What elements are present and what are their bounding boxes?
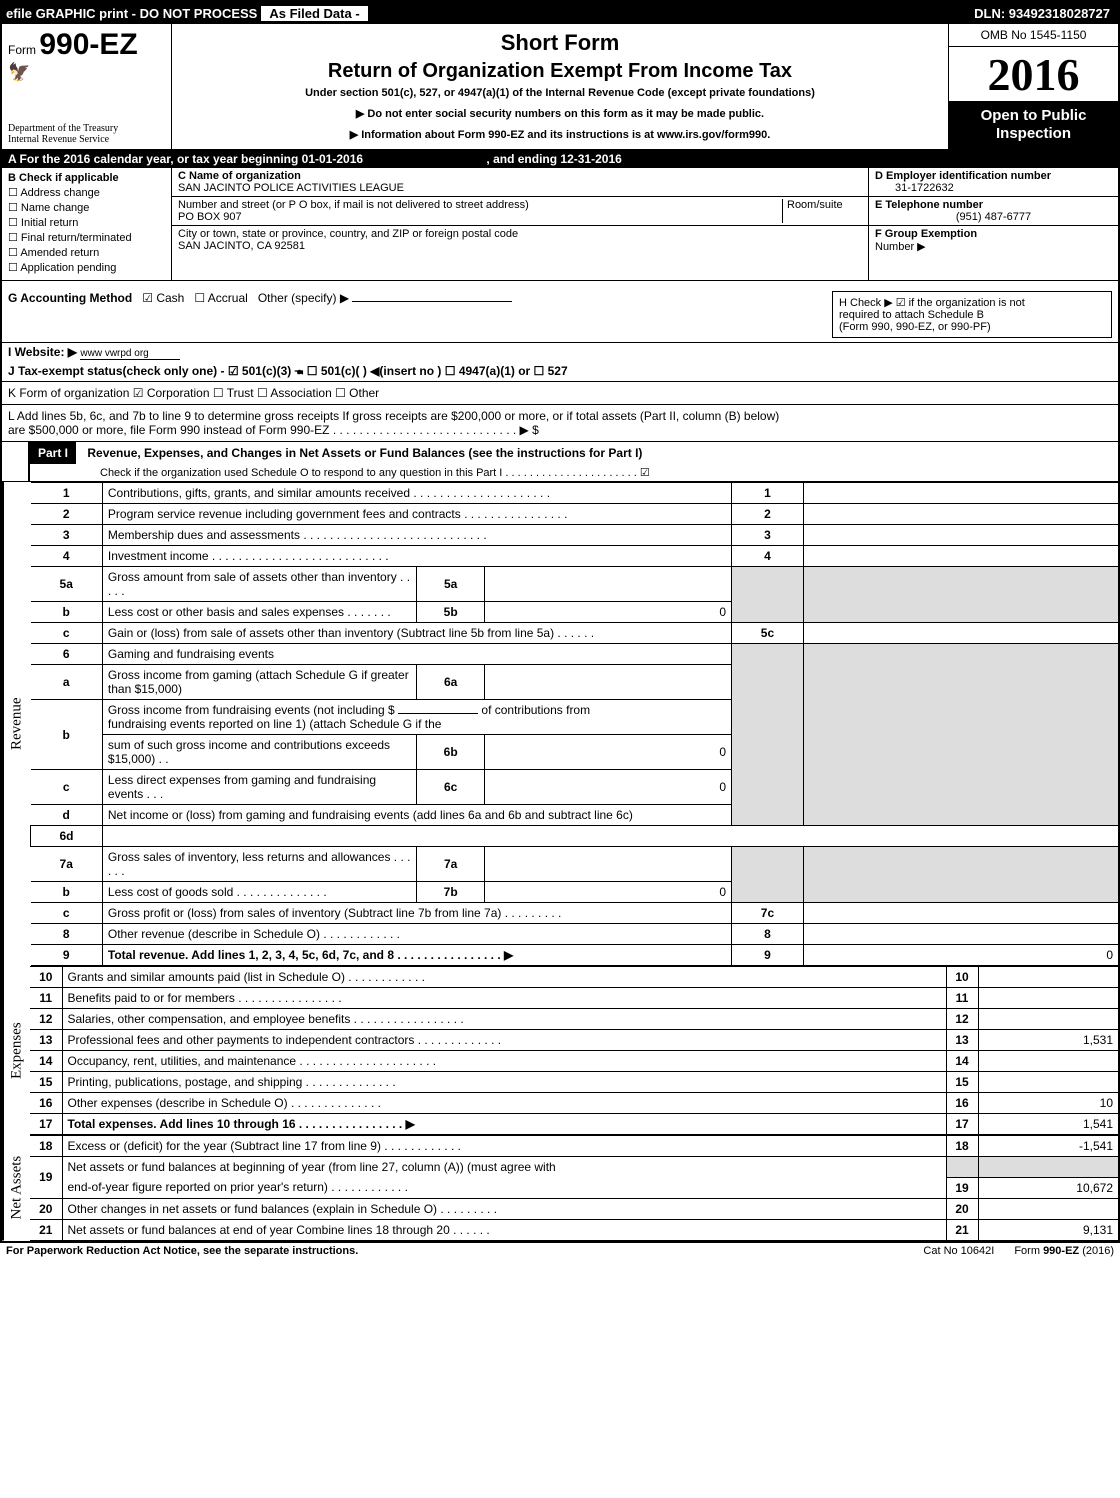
cb-name-change[interactable]: ☐ Name change bbox=[8, 201, 165, 214]
expenses-side-label: Expenses bbox=[2, 966, 30, 1135]
under-section: Under section 501(c), 527, or 4947(a)(1)… bbox=[180, 87, 940, 99]
section-h: H Check ▶ ☑ if the organization is not r… bbox=[832, 291, 1112, 338]
section-c: C Name of organization SAN JACINTO POLIC… bbox=[172, 168, 868, 280]
city-state-zip: SAN JACINTO, CA 92581 bbox=[178, 240, 305, 252]
g-h-row: G Accounting Method ☑ Cash ☐ Accrual Oth… bbox=[2, 281, 1118, 342]
line-10: 10Grants and similar amounts paid (list … bbox=[30, 967, 1118, 988]
form-number: 990-EZ bbox=[39, 28, 137, 61]
line-5c: cGain or (loss) from sale of assets othe… bbox=[31, 623, 1119, 644]
dln-label: DLN: 93492318028727 bbox=[966, 6, 1118, 21]
section-i: I Website: ▶ www vwrpd org bbox=[2, 342, 1118, 362]
right-column: OMB No 1545-1150 2016 Open to Public Ins… bbox=[948, 24, 1118, 149]
omb-number: OMB No 1545-1150 bbox=[949, 24, 1118, 47]
line-3: 3Membership dues and assessments . . . .… bbox=[31, 525, 1119, 546]
line-8: 8Other revenue (describe in Schedule O) … bbox=[31, 924, 1119, 945]
line-7a: 7aGross sales of inventory, less returns… bbox=[31, 847, 1119, 882]
title-column: Short Form Return of Organization Exempt… bbox=[172, 24, 948, 149]
cb-final-return[interactable]: ☐ Final return/terminated bbox=[8, 231, 165, 244]
revenue-section: Revenue 1Contributions, gifts, grants, a… bbox=[2, 482, 1118, 966]
section-j: J Tax-exempt status(check only one) - ☑ … bbox=[2, 362, 1118, 382]
cb-other-method[interactable]: Other (specify) ▶ bbox=[258, 291, 349, 305]
expenses-section: Expenses 10Grants and similar amounts pa… bbox=[2, 966, 1118, 1135]
line-13: 13Professional fees and other payments t… bbox=[30, 1030, 1118, 1051]
section-k: K Form of organization ☑ Corporation ☐ T… bbox=[2, 382, 1118, 405]
cb-cash[interactable]: ☑ Cash bbox=[142, 291, 184, 305]
bcd-row: B Check if applicable ☐ Address change ☐… bbox=[2, 168, 1118, 281]
ein: 31-1722632 bbox=[875, 182, 954, 194]
line-12: 12Salaries, other compensation, and empl… bbox=[30, 1009, 1118, 1030]
line-15: 15Printing, publications, postage, and s… bbox=[30, 1072, 1118, 1093]
section-l: L Add lines 5b, 6c, and 7b to line 9 to … bbox=[2, 405, 1118, 442]
line-1: 1Contributions, gifts, grants, and simil… bbox=[31, 483, 1119, 504]
cb-initial-return[interactable]: ☐ Initial return bbox=[8, 216, 165, 229]
netassets-table: 18Excess or (deficit) for the year (Subt… bbox=[30, 1135, 1118, 1241]
form-word: Form bbox=[8, 43, 36, 57]
revenue-table: 1Contributions, gifts, grants, and simil… bbox=[30, 482, 1118, 966]
cat-number: Cat No 10642I bbox=[903, 1245, 1014, 1257]
form-990ez: efile GRAPHIC print - DO NOT PROCESS As … bbox=[0, 0, 1120, 1243]
cb-amended-return[interactable]: ☐ Amended return bbox=[8, 246, 165, 259]
line-18: 18Excess or (deficit) for the year (Subt… bbox=[30, 1136, 1118, 1157]
line-14: 14Occupancy, rent, utilities, and mainte… bbox=[30, 1051, 1118, 1072]
line-20: 20Other changes in net assets or fund ba… bbox=[30, 1198, 1118, 1219]
section-b: B Check if applicable ☐ Address change ☐… bbox=[2, 168, 172, 280]
short-form-title: Short Form bbox=[180, 30, 940, 56]
open-to-public: Open to Public Inspection bbox=[949, 101, 1118, 149]
netassets-side-label: Net Assets bbox=[2, 1135, 30, 1241]
room-suite: Room/suite bbox=[782, 199, 862, 223]
footer: For Paperwork Reduction Act Notice, see … bbox=[0, 1243, 1120, 1259]
org-name: SAN JACINTO POLICE ACTIVITIES LEAGUE bbox=[178, 182, 404, 194]
dept-treasury: Department of the Treasury Internal Reve… bbox=[8, 123, 165, 145]
line-19: 19Net assets or fund balances at beginni… bbox=[30, 1157, 1118, 1178]
expenses-table: 10Grants and similar amounts paid (list … bbox=[30, 966, 1118, 1135]
form-rev: Form Form 990-EZ (2016)990-EZ (2016) bbox=[1014, 1245, 1114, 1257]
line-2: 2Program service revenue including gover… bbox=[31, 504, 1119, 525]
part1-header: Part I Revenue, Expenses, and Changes in… bbox=[2, 442, 1118, 482]
line-4: 4Investment income . . . . . . . . . . .… bbox=[31, 546, 1119, 567]
top-bar: efile GRAPHIC print - DO NOT PROCESS As … bbox=[2, 2, 1118, 24]
line-21: 21Net assets or fund balances at end of … bbox=[30, 1219, 1118, 1240]
line-5a: 5aGross amount from sale of assets other… bbox=[31, 567, 1119, 602]
tax-year: 2016 bbox=[949, 47, 1118, 101]
cb-application-pending[interactable]: ☐ Application pending bbox=[8, 261, 165, 274]
line-16: 16Other expenses (describe in Schedule O… bbox=[30, 1093, 1118, 1114]
netassets-section: Net Assets 18Excess or (deficit) for the… bbox=[2, 1135, 1118, 1241]
asfiled-label: As Filed Data - bbox=[261, 4, 369, 23]
line-11: 11Benefits paid to or for members . . . … bbox=[30, 988, 1118, 1009]
efile-label: efile GRAPHIC print - DO NOT PROCESS bbox=[2, 6, 261, 21]
paperwork-notice: For Paperwork Reduction Act Notice, see … bbox=[6, 1245, 903, 1257]
cb-accrual[interactable]: ☐ Accrual bbox=[194, 291, 247, 305]
header-row: Form 990-EZ 🦅 Department of the Treasury… bbox=[2, 24, 1118, 150]
phone: (951) 487-6777 bbox=[875, 211, 1112, 223]
section-a-bar: A For the 2016 calendar year, or tax yea… bbox=[2, 150, 1118, 168]
line-9: 9Total revenue. Add lines 1, 2, 3, 4, 5c… bbox=[31, 945, 1119, 966]
return-title: Return of Organization Exempt From Incom… bbox=[180, 60, 940, 83]
ssn-warning: ▶ Do not enter social security numbers o… bbox=[180, 107, 940, 120]
revenue-side-label: Revenue bbox=[2, 482, 30, 966]
section-d: D Employer identification number 31-1722… bbox=[868, 168, 1118, 280]
line-17: 17Total expenses. Add lines 10 through 1… bbox=[30, 1114, 1118, 1135]
form-id-column: Form 990-EZ 🦅 Department of the Treasury… bbox=[2, 24, 172, 149]
street-address: PO BOX 907 bbox=[178, 211, 242, 223]
website: www vwrpd org bbox=[80, 348, 180, 360]
line-7c: cGross profit or (loss) from sales of in… bbox=[31, 903, 1119, 924]
info-link: ▶ Information about Form 990-EZ and its … bbox=[180, 128, 940, 141]
irs-eagle-icon: 🦅 bbox=[8, 62, 165, 83]
line-6: 6Gaming and fundraising events bbox=[31, 644, 1119, 665]
cb-address-change[interactable]: ☐ Address change bbox=[8, 186, 165, 199]
